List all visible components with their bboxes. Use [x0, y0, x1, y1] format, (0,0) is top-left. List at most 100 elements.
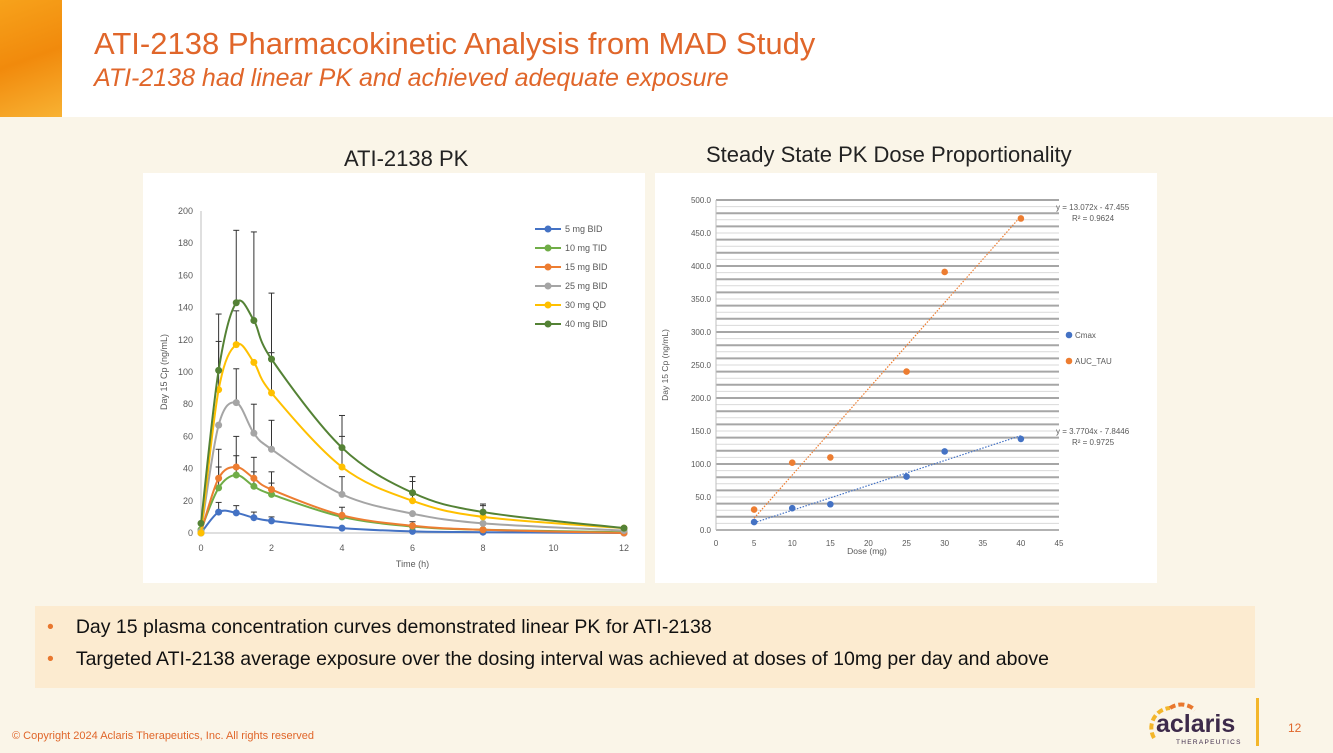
data-point — [788, 459, 796, 466]
data-point — [903, 368, 910, 375]
copyright: © Copyright 2024 Aclaris Therapeutics, I… — [12, 730, 314, 742]
data-point — [232, 471, 240, 479]
x-axis-label: Dose (mg) — [847, 546, 887, 556]
x-tick-label: 2 — [269, 543, 274, 553]
x-tick-label: 0 — [198, 543, 203, 553]
y-tick-label: 0 — [188, 528, 193, 538]
trendline-equation: y = 3.7704x - 7.8446 — [1056, 427, 1130, 436]
data-point — [215, 508, 223, 516]
data-point — [941, 448, 948, 455]
data-point — [232, 299, 240, 307]
bullet-item: • Targeted ATI-2138 average exposure over… — [47, 648, 1049, 670]
data-point — [250, 358, 258, 366]
left-chart-title: ATI-2138 PK — [344, 146, 469, 171]
data-point — [479, 526, 487, 534]
slide-title: ATI-2138 Pharmacokinetic Analysis from M… — [94, 26, 816, 61]
legend-marker — [544, 320, 552, 328]
data-point — [409, 489, 416, 497]
data-point — [215, 484, 223, 492]
x-tick-label: 35 — [978, 539, 987, 548]
data-point — [232, 341, 240, 349]
data-point — [338, 490, 346, 498]
data-point — [232, 463, 240, 471]
data-point — [479, 519, 487, 527]
data-point — [750, 506, 758, 513]
y-tick-label: 300.0 — [691, 328, 712, 337]
data-point — [250, 482, 258, 490]
x-tick-label: 10 — [548, 543, 558, 553]
legend-label: 15 mg BID — [565, 262, 608, 272]
legend-marker — [1065, 357, 1073, 365]
x-tick-label: 5 — [752, 539, 757, 548]
y-tick-label: 120 — [178, 335, 193, 345]
data-point — [479, 513, 487, 521]
y-axis-label: Day 15 Cp (ng/mL) — [660, 329, 670, 401]
legend-marker — [544, 282, 552, 290]
trendline-r2: R² = 0.9725 — [1072, 438, 1115, 447]
svg-text:THERAPEUTICS: THERAPEUTICS — [1176, 739, 1242, 746]
y-tick-label: 80 — [183, 399, 193, 409]
legend-label: 10 mg TID — [565, 243, 607, 253]
data-point — [338, 444, 346, 452]
page-number: 12 — [1288, 721, 1302, 735]
bullet-item: • Day 15 plasma concentration curves demo… — [47, 616, 712, 638]
y-tick-label: 400.0 — [691, 262, 712, 271]
y-tick-label: 140 — [178, 303, 193, 313]
legend-marker — [544, 301, 552, 309]
data-point — [215, 366, 223, 374]
data-point — [197, 519, 205, 527]
data-point — [197, 529, 205, 537]
data-point — [409, 510, 416, 518]
data-point — [788, 504, 796, 512]
legend-label: 5 mg BID — [565, 224, 603, 234]
x-tick-label: 15 — [826, 539, 835, 548]
slide-subtitle: ATI-2138 had linear PK and achieved adeq… — [94, 64, 729, 92]
x-tick-label: 6 — [410, 543, 415, 553]
key-findings: • Day 15 plasma concentration curves demo… — [35, 606, 1255, 688]
y-tick-label: 180 — [178, 238, 193, 248]
footer-divider — [1256, 698, 1259, 746]
data-point — [232, 399, 240, 407]
trendline-r2: R² = 0.9624 — [1072, 214, 1115, 223]
pk-chart: 0 20 40 60 80 100 120 140 160 180 200 0 2 4 6 8 10 12 Time… — [143, 173, 645, 583]
y-tick-label: 20 — [183, 496, 193, 506]
data-point — [250, 474, 258, 482]
data-point — [620, 524, 628, 532]
right-chart-title: Steady State PK Dose Proportionality — [706, 142, 1072, 167]
slide-header: ATI-2138 Pharmacokinetic Analysis from M… — [0, 0, 1333, 117]
legend-marker — [544, 263, 552, 271]
data-point — [268, 445, 275, 453]
legend-label: 40 mg BID — [565, 319, 608, 329]
data-point — [250, 316, 258, 324]
y-tick-label: 100.0 — [691, 460, 712, 469]
aclaris-logo: aclaris THERAPEUTICS — [1140, 700, 1250, 748]
trendline-equation: y = 13.072x - 47.455 — [1056, 203, 1130, 212]
y-tick-label: 350.0 — [691, 295, 712, 304]
data-point — [268, 389, 275, 397]
data-point — [1017, 435, 1025, 443]
data-point — [268, 486, 275, 494]
data-point — [750, 518, 758, 526]
x-tick-label: 45 — [1055, 539, 1064, 548]
y-tick-label: 60 — [183, 431, 193, 441]
y-tick-label: 150.0 — [691, 427, 712, 436]
x-tick-label: 4 — [339, 543, 344, 553]
data-point — [215, 421, 223, 429]
data-point — [338, 524, 346, 532]
x-tick-label: 20 — [864, 539, 873, 548]
dose-proportionality-chart: 0.0 50.0 100.0 150.0 200.0 250.0 300.0 350.0 400… — [655, 173, 1157, 583]
y-tick-label: 250.0 — [691, 361, 712, 370]
y-axis-label: Day 15 Cp (ng/mL) — [159, 334, 169, 410]
data-point — [215, 474, 223, 482]
x-tick-label: 10 — [788, 539, 797, 548]
legend-label: AUC_TAU — [1075, 357, 1112, 366]
data-point — [338, 463, 346, 471]
legend-label: 25 mg BID — [565, 281, 608, 291]
legend-marker — [544, 225, 552, 233]
y-tick-label: 0.0 — [700, 526, 712, 535]
data-point — [903, 473, 910, 480]
trendline — [753, 215, 1022, 519]
x-tick-label: 25 — [902, 539, 911, 548]
data-point — [268, 490, 275, 498]
x-tick-label: 30 — [940, 539, 949, 548]
